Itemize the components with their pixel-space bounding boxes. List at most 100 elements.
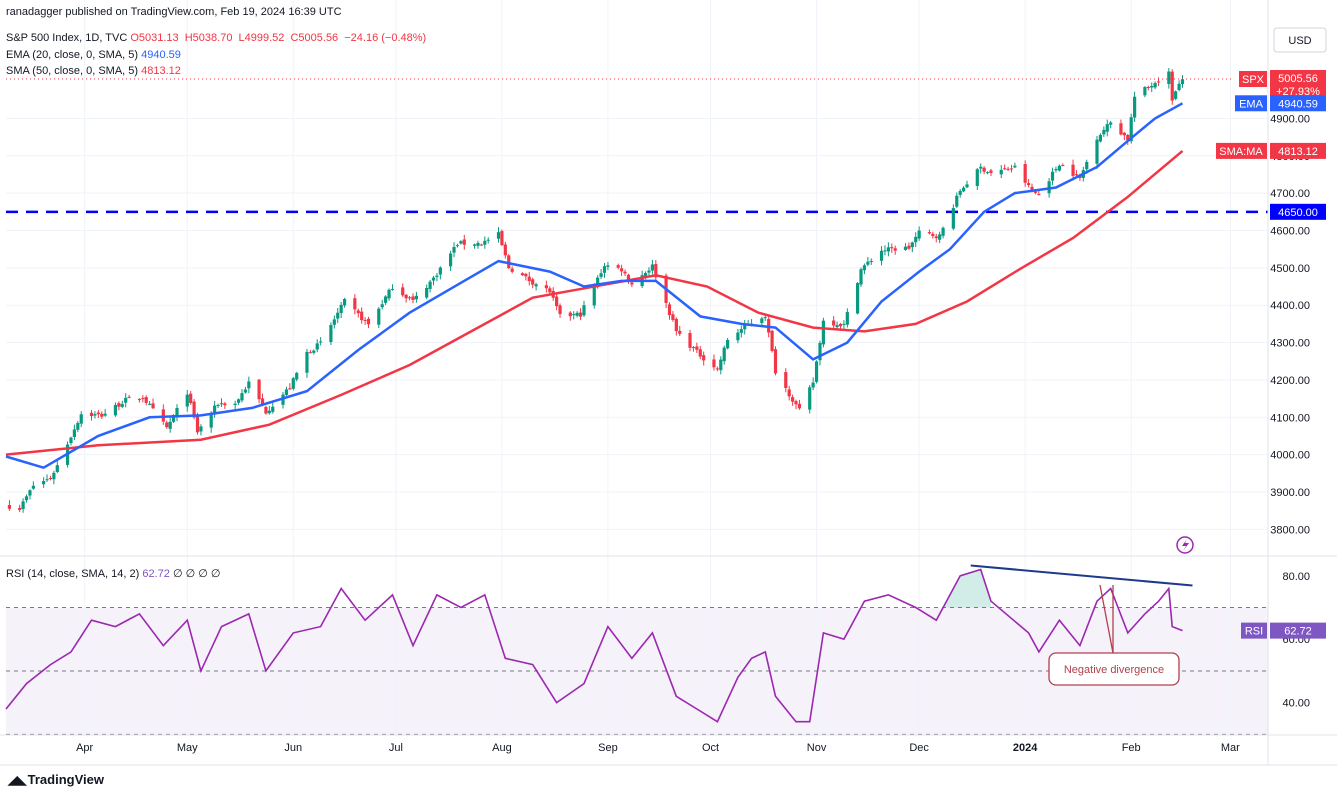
candle-body <box>814 361 819 382</box>
candle-body <box>144 397 148 403</box>
candle-body <box>76 423 80 430</box>
spx-tag-name: SPX <box>1242 74 1265 86</box>
candle-body <box>195 415 200 433</box>
candle-body <box>401 287 405 296</box>
candle-body <box>1003 168 1007 170</box>
divergence-line <box>970 564 1193 587</box>
candle-body <box>596 277 600 286</box>
candle-body <box>1156 81 1161 83</box>
candle-body <box>315 343 319 350</box>
price-tick-label: 4100.00 <box>1270 412 1310 424</box>
divergence-label: Negative divergence <box>1064 664 1164 676</box>
candle-body <box>1177 83 1181 91</box>
ema-legend: EMA (20, close, 0, SMA, 5) 4940.59 <box>6 49 181 61</box>
candle-body <box>1129 117 1133 142</box>
candle-body <box>31 485 35 489</box>
candle-body <box>72 429 77 437</box>
sma-tag-value: 4813.12 <box>1278 146 1318 158</box>
candle-body <box>411 296 415 300</box>
close-value: C5005.56 <box>290 32 339 44</box>
candle-body <box>1098 134 1103 142</box>
rsi-tag-value-bg <box>1270 622 1326 639</box>
candle-body <box>161 409 165 422</box>
candle-body <box>360 311 364 321</box>
candle-body <box>691 347 696 349</box>
ohlc-values: O5031.13 H5038.70 L4999.52 C5005.56 −24.… <box>130 32 429 44</box>
candle-body <box>1057 165 1061 171</box>
candle-body <box>120 404 124 407</box>
candle-body <box>28 490 32 496</box>
candle-body <box>404 294 408 299</box>
sma-legend-value: 4813.12 <box>141 65 181 77</box>
candle-body <box>989 170 993 173</box>
candle-body <box>572 314 576 316</box>
price-tick-label: 4300.00 <box>1270 338 1310 350</box>
ema-tag-name: EMA <box>1239 98 1264 110</box>
candle-body <box>199 426 203 432</box>
candle-body <box>240 393 244 401</box>
candle-body <box>96 412 100 415</box>
lightning-icon[interactable] <box>1176 536 1194 554</box>
candle-body <box>934 236 938 239</box>
price-tick-label: 4000.00 <box>1270 450 1310 462</box>
candle-body <box>760 318 764 323</box>
candle-body <box>1170 71 1174 101</box>
candle-body <box>842 323 846 325</box>
time-tick-label: Sep <box>598 742 618 754</box>
candle-body <box>879 250 884 261</box>
candle-body <box>233 403 237 405</box>
candle-body <box>531 279 535 285</box>
price-tick-label: 3900.00 <box>1270 487 1310 499</box>
change-value: −24.16 (−0.48%) <box>344 32 427 44</box>
candle-body <box>958 190 962 195</box>
candle-body <box>168 421 172 429</box>
tradingview-logo[interactable]: ◢◣ TradingView <box>8 772 104 787</box>
candle-body <box>835 325 839 328</box>
candle-body <box>1037 194 1041 196</box>
candle-body <box>1126 134 1130 141</box>
time-axis-ticks: Apr May Jun Jul Aug Sep Oct Nov Dec 2024 Feb Mar <box>76 742 1240 754</box>
candle-body <box>165 422 169 428</box>
candle-body <box>295 372 299 380</box>
candle-body <box>1102 129 1106 135</box>
candle-body <box>1174 91 1178 99</box>
candle-body <box>455 245 460 247</box>
candle-body <box>736 332 740 341</box>
candle-body <box>907 245 911 249</box>
candle-body <box>507 255 511 269</box>
candle-body <box>1078 175 1082 178</box>
candle-body <box>555 296 559 307</box>
candle-body <box>18 507 22 510</box>
candle-body <box>45 479 49 481</box>
candle-body <box>903 246 908 250</box>
time-tick-label: Aug <box>492 742 512 754</box>
candle-body <box>449 253 453 267</box>
candle-body <box>329 324 333 343</box>
candle-body <box>124 397 128 403</box>
candle-body <box>137 398 141 400</box>
candle-body <box>938 234 942 240</box>
candle-body <box>883 250 887 252</box>
candle-body <box>264 406 268 414</box>
candle-body <box>794 401 798 405</box>
candle-body <box>69 437 73 444</box>
candle-body <box>380 304 384 308</box>
candle-body <box>1074 174 1079 176</box>
rsi-tick-label: 40.00 <box>1282 698 1310 710</box>
candle-body <box>606 265 610 267</box>
candle-body <box>192 401 196 418</box>
candle-body <box>719 359 723 371</box>
candle-body <box>332 319 336 325</box>
candle-body <box>855 283 860 314</box>
candle-body <box>435 275 439 277</box>
time-tick-label: Apr <box>76 742 93 754</box>
candle-body <box>260 398 265 406</box>
candle-body <box>602 266 607 273</box>
time-tick-label: 2024 <box>1013 742 1038 754</box>
candle-body <box>838 323 843 327</box>
candle-body <box>1009 168 1014 170</box>
candle-body <box>1026 183 1031 186</box>
candle-body <box>743 324 747 330</box>
currency-button[interactable]: USD <box>1273 27 1327 53</box>
candle-body <box>1167 71 1171 84</box>
